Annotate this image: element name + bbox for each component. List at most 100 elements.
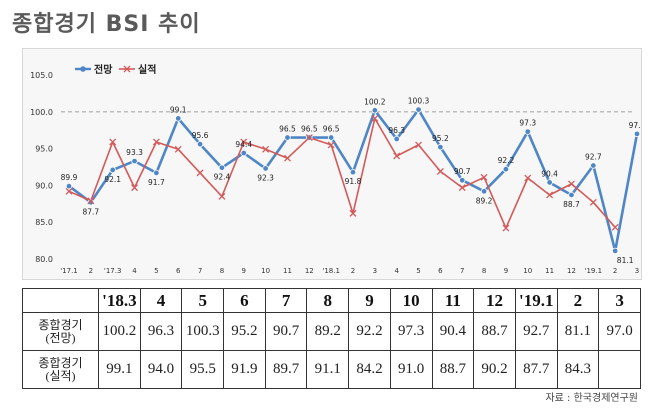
data-label: 91.7 bbox=[148, 178, 165, 187]
actual-point bbox=[480, 173, 488, 181]
row-label-line2: (실적) bbox=[45, 368, 76, 383]
actual-point bbox=[568, 180, 575, 188]
x-tick-label: 7 bbox=[198, 267, 202, 275]
x-tick-label: 4 bbox=[132, 267, 137, 275]
data-label: 92.4 bbox=[214, 173, 231, 182]
table-cell: 81.1 bbox=[556, 312, 600, 351]
table-cell: 88.7 bbox=[473, 312, 516, 351]
table-row-forecast: 종합경기 (전망) 100.2 96.3 100.3 95.2 90.7 89.… bbox=[22, 312, 641, 351]
x-tick-label: '17.1 bbox=[60, 267, 78, 275]
y-tick-label: 85.0 bbox=[35, 218, 53, 227]
data-label: 90.4 bbox=[541, 169, 558, 178]
data-label: 95.6 bbox=[192, 131, 209, 140]
table-cell: 91.9 bbox=[223, 350, 266, 389]
actual-point bbox=[546, 191, 554, 199]
actual-point bbox=[109, 138, 117, 146]
x-tick-label: 12 bbox=[305, 267, 314, 275]
data-label: 90.7 bbox=[454, 167, 471, 176]
forecast-point bbox=[546, 179, 553, 186]
table-cell: 100.2 bbox=[98, 312, 141, 351]
actual-point bbox=[611, 223, 619, 231]
data-label: 81.1 bbox=[617, 256, 634, 265]
chart-area: 105.0 100.0 95.0 90.0 85.0 80.0 '17.1 2 '17.3 4 5 6… bbox=[22, 48, 642, 280]
actual-point bbox=[349, 209, 357, 217]
forecast-point bbox=[349, 168, 357, 176]
table-cell: 100.3 bbox=[181, 312, 225, 351]
data-label: 92.7 bbox=[585, 153, 602, 162]
x-tick-label: 10 bbox=[523, 267, 532, 275]
row-label-line1: 종합경기 bbox=[38, 317, 83, 332]
forecast-point bbox=[480, 188, 488, 195]
x-tick-label: 5 bbox=[416, 267, 420, 275]
data-table: '18.3 4 5 6 7 8 9 10 11 12 '19.1 2 3 종합경… bbox=[22, 288, 641, 389]
x-tick-label: 6 bbox=[438, 267, 443, 275]
actual-point bbox=[152, 138, 160, 146]
data-label: 89.2 bbox=[476, 196, 493, 205]
forecast-point bbox=[415, 106, 422, 113]
actual-point bbox=[393, 152, 401, 160]
actual-point bbox=[502, 224, 510, 232]
y-tick-label: 105.0 bbox=[30, 71, 53, 80]
line-chart: 105.0 100.0 95.0 90.0 85.0 80.0 '17.1 2 '17.3 4 5 6… bbox=[30, 63, 641, 275]
data-label: 92.3 bbox=[257, 173, 274, 182]
legend-label-forecast: 전망 bbox=[94, 63, 113, 76]
actual-point bbox=[240, 138, 248, 146]
actual-point bbox=[458, 184, 466, 192]
x-tick-label: 3 bbox=[635, 267, 639, 275]
table-header-cell: 4 bbox=[139, 288, 183, 313]
data-label: 97.3 bbox=[519, 119, 536, 128]
table-header-cell: 5 bbox=[181, 288, 225, 313]
forecast-point bbox=[153, 169, 160, 177]
table-row-actual: 종합경기 (실적) 99.1 94.0 95.5 91.9 89.7 91.1 … bbox=[22, 350, 641, 389]
x-tick-label: 3 bbox=[373, 267, 377, 275]
legend-marker-actual bbox=[123, 65, 131, 73]
data-label: 91.8 bbox=[345, 177, 362, 186]
data-label: 92.1 bbox=[104, 175, 121, 184]
table-cell: 90.7 bbox=[264, 312, 308, 351]
table-cell: 95.5 bbox=[181, 350, 225, 389]
data-label: 94.4 bbox=[235, 140, 252, 149]
x-tick-label: 9 bbox=[242, 267, 246, 275]
data-label: 96.5 bbox=[301, 125, 318, 134]
forecast-point bbox=[262, 165, 269, 172]
x-tick-label: 4 bbox=[394, 267, 399, 275]
forecast-point bbox=[568, 191, 575, 199]
data-label: 93.3 bbox=[126, 148, 143, 157]
forecast-point bbox=[393, 135, 400, 143]
table-cell: 90.2 bbox=[473, 350, 516, 389]
table-cell: 88.7 bbox=[431, 350, 475, 389]
y-tick-label: 95.0 bbox=[35, 145, 53, 154]
table-header-cell: 12 bbox=[473, 288, 516, 313]
x-tick-label: 2 bbox=[613, 267, 617, 275]
table-header-cell: 7 bbox=[264, 288, 308, 313]
table-header-cell: 11 bbox=[431, 288, 475, 313]
legend-label-actual: 실적 bbox=[138, 63, 156, 76]
forecast-point bbox=[459, 177, 466, 184]
data-label: 95.2 bbox=[432, 134, 449, 143]
forecast-point bbox=[633, 130, 641, 138]
forecast-point bbox=[175, 115, 182, 122]
table-cell: 87.7 bbox=[514, 350, 558, 389]
table-cell: 89.7 bbox=[264, 350, 308, 389]
actual-point bbox=[284, 154, 291, 162]
table-header-row: '18.3 4 5 6 7 8 9 10 11 12 '19.1 2 3 bbox=[22, 288, 641, 313]
table-header-cell bbox=[22, 288, 99, 313]
forecast-point bbox=[327, 134, 335, 141]
data-label: 100.3 bbox=[408, 97, 430, 106]
forecast-point bbox=[284, 134, 291, 141]
table-cell: 84.2 bbox=[348, 350, 391, 389]
x-tick-label: 12 bbox=[567, 267, 576, 275]
x-tick-label: 11 bbox=[283, 267, 292, 275]
x-tick-label: 2 bbox=[351, 267, 355, 275]
actual-point bbox=[371, 114, 379, 122]
data-label: 92.2 bbox=[498, 156, 515, 165]
table-cell: 95.2 bbox=[223, 312, 266, 351]
table-cell: 96.3 bbox=[139, 312, 183, 351]
actual-point bbox=[436, 167, 444, 175]
row-label-forecast: 종합경기 (전망) bbox=[22, 312, 99, 351]
forecast-point bbox=[437, 143, 444, 151]
forecast-point bbox=[109, 166, 116, 174]
table-cell: 92.2 bbox=[348, 312, 391, 351]
table-cell: 97.0 bbox=[598, 312, 641, 351]
x-tick-label: '19.1 bbox=[585, 267, 603, 275]
